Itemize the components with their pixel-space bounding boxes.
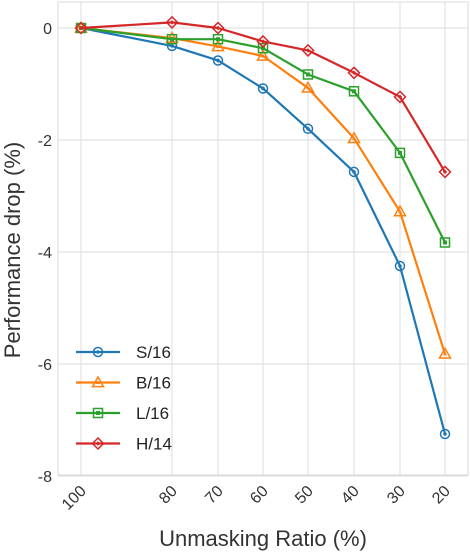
legend-marker-l-16 [92, 407, 104, 419]
legend-marker-b-16 [91, 375, 105, 388]
data-point-l-16-center [352, 89, 356, 94]
data-point-s-16 [212, 55, 224, 66]
plot-frame [57, 1, 469, 476]
data-point-h-14 [438, 165, 452, 179]
legend-marker-s-16-center [96, 350, 100, 354]
y-tick-label: 0 [43, 21, 52, 38]
legend: S/16 B/16 L/16 H/14 [76, 343, 172, 454]
data-point-s-16 [302, 123, 314, 135]
data-point-h-14 [256, 34, 270, 49]
legend-label-b-16: B/16 [136, 374, 171, 393]
data-point-h-14 [347, 66, 361, 80]
data-point-h-14-center [442, 169, 448, 175]
grid [58, 2, 468, 477]
x-axis-title: Unmasking Ratio (%) [159, 526, 367, 551]
data-point-l-16 [166, 33, 178, 45]
data-point-h-14-center [78, 25, 84, 31]
data-point-s-16 [439, 428, 451, 440]
data-point-h-14-center [215, 25, 221, 31]
data-point-b-16-center [306, 85, 310, 90]
data-point-b-16 [347, 131, 361, 144]
data-point-b-16-center [261, 54, 265, 58]
data-point-l-16 [439, 237, 451, 248]
data-point-h-14 [393, 90, 407, 104]
data-point-l-16-center [216, 37, 220, 42]
y-tick-label: -8 [38, 469, 52, 486]
data-point-s-16-center [216, 58, 220, 63]
data-point-b-16-center [352, 136, 356, 140]
legend-marker-s-16 [92, 346, 104, 358]
data-point-s-16-center [352, 170, 356, 174]
y-tick-label: -6 [38, 357, 52, 374]
legend-marker-h-14 [91, 436, 105, 451]
data-point-b-16 [393, 204, 407, 217]
data-point-l-16 [348, 86, 360, 97]
data-point-l-16-center [170, 37, 174, 42]
data-point-l-16-center [306, 72, 310, 77]
data-point-l-16 [212, 33, 224, 45]
legend-label-s-16: S/16 [136, 343, 171, 362]
legend-marker-l-16-center [96, 411, 100, 415]
data-point-h-14-center [351, 70, 357, 75]
data-point-h-14 [165, 15, 179, 29]
data-point-b-16 [256, 48, 270, 61]
y-axis-title: Performance drop (%) [0, 142, 25, 358]
data-point-l-16 [302, 69, 314, 80]
y-axis-ticks: 0 -2 -4 -6 -8 [38, 21, 52, 486]
data-point-s-16-center [443, 432, 447, 436]
data-point-s-16 [394, 260, 406, 272]
legend-label-l-16: L/16 [136, 404, 169, 423]
series-line-h-14 [80, 21, 446, 173]
data-point-b-16-center [216, 44, 220, 48]
data-point-s-16-center [170, 44, 174, 48]
data-point-b-16 [438, 346, 452, 359]
data-point-s-16 [257, 83, 269, 94]
data-point-b-16-center [443, 351, 447, 356]
data-point-h-14-center [260, 39, 266, 44]
data-point-l-16-center [398, 150, 402, 155]
data-point-b-16-center [398, 209, 402, 214]
data-point-b-16 [165, 31, 179, 43]
y-tick-label: -2 [38, 133, 52, 150]
series-line-l-16 [80, 26, 446, 243]
data-point-l-16 [394, 147, 406, 159]
data-point-s-16-center [398, 264, 402, 268]
data-point-s-16 [166, 40, 178, 52]
y-tick-label: -4 [38, 245, 52, 262]
data-point-s-16-center [306, 127, 310, 131]
data-point-h-14 [74, 21, 88, 35]
series-group [74, 15, 452, 440]
data-point-s-16 [348, 166, 360, 178]
data-point-l-16 [257, 42, 269, 54]
data-point-h-14 [301, 43, 315, 57]
legend-label-h-14: H/14 [136, 435, 172, 454]
data-point-b-16 [211, 39, 225, 52]
data-point-l-16-center [261, 46, 265, 51]
legend-marker-h-14-center [95, 441, 101, 446]
data-point-s-16-center [261, 86, 265, 91]
data-point-h-14-center [397, 94, 403, 100]
data-point-h-14 [211, 21, 225, 35]
data-point-h-14-center [305, 48, 311, 53]
series-line-s-16 [80, 26, 447, 435]
data-point-b-16 [301, 80, 315, 93]
data-point-l-16-center [443, 240, 447, 245]
data-point-h-14-center [169, 20, 175, 25]
legend-marker-b-16-center [96, 380, 100, 384]
